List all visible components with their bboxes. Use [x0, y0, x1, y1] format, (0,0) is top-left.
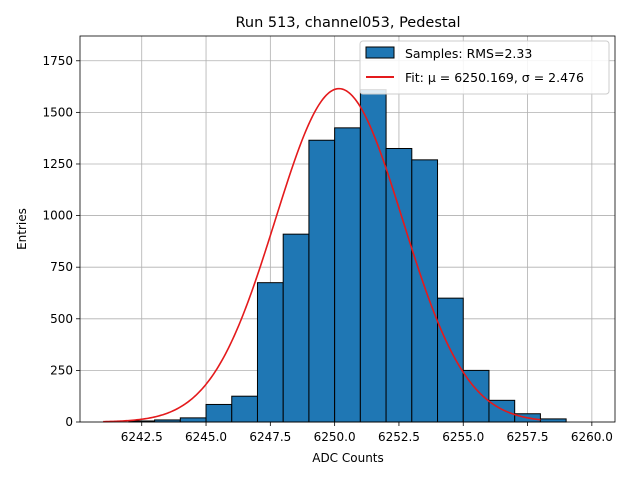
y-tick-label-3: 750	[50, 260, 73, 274]
y-tick-label-2: 500	[50, 312, 73, 326]
y-tick-label-5: 1250	[42, 157, 73, 171]
histogram-bar-3	[205, 403, 233, 423]
y-tick-label-6: 1500	[42, 105, 73, 119]
histogram-bars	[128, 89, 567, 423]
y-tick-label-7: 1750	[42, 54, 73, 68]
fit-curve-layer	[103, 87, 541, 423]
axes-frame	[79, 35, 616, 423]
y-axis-label: Entries	[15, 208, 29, 250]
y-tick-label-4: 1000	[42, 209, 73, 223]
histogram-bar-7	[308, 139, 336, 423]
y-axis-ticks: 0 250 500 750 1000 1250 1500 1750	[42, 54, 80, 429]
histogram-bar-2	[179, 417, 207, 423]
x-axis-label: ADC Counts	[312, 451, 384, 465]
x-tick-label-0: 6242.5	[121, 430, 163, 444]
legend-histogram-label: Samples: RMS=2.33	[405, 46, 532, 61]
legend-histogram-swatch	[365, 46, 395, 59]
gaussian-fit-curve	[103, 87, 541, 423]
histogram-bar-11	[411, 159, 439, 423]
histogram-bar-5	[256, 282, 284, 423]
chart-title: Run 513, channel053, Pedestal	[235, 15, 460, 31]
x-tick-label-3: 6250.0	[314, 430, 356, 444]
histogram-bar-9	[359, 89, 387, 423]
y-tick-label-1: 250	[50, 363, 73, 377]
x-tick-label-7: 6260.0	[571, 430, 613, 444]
histogram-bar-10	[385, 147, 413, 423]
histogram-bar-16	[539, 418, 567, 423]
legend-box	[359, 40, 610, 95]
histogram-bar-8	[334, 127, 361, 423]
histogram-bar-4	[231, 395, 258, 423]
x-tick-label-2: 6247.5	[249, 430, 291, 444]
histogram-bar-12	[437, 297, 464, 423]
x-tick-label-4: 6252.5	[378, 430, 420, 444]
x-tick-label-5: 6255.0	[442, 430, 484, 444]
y-tick-label-0: 0	[65, 415, 73, 429]
legend-fit-label: Fit: μ = 6250.169, σ = 2.476	[405, 70, 584, 85]
histogram-bar-6	[282, 233, 310, 423]
x-tick-label-6: 6257.5	[507, 430, 549, 444]
legend: Samples: RMS=2.33 Fit: μ = 6250.169, σ =…	[359, 40, 610, 95]
x-axis-ticks: 6242.5 6245.0 6247.5 6250.0 6252.5 6255.0 6257…	[121, 422, 613, 444]
x-tick-label-1: 6245.0	[185, 430, 227, 444]
